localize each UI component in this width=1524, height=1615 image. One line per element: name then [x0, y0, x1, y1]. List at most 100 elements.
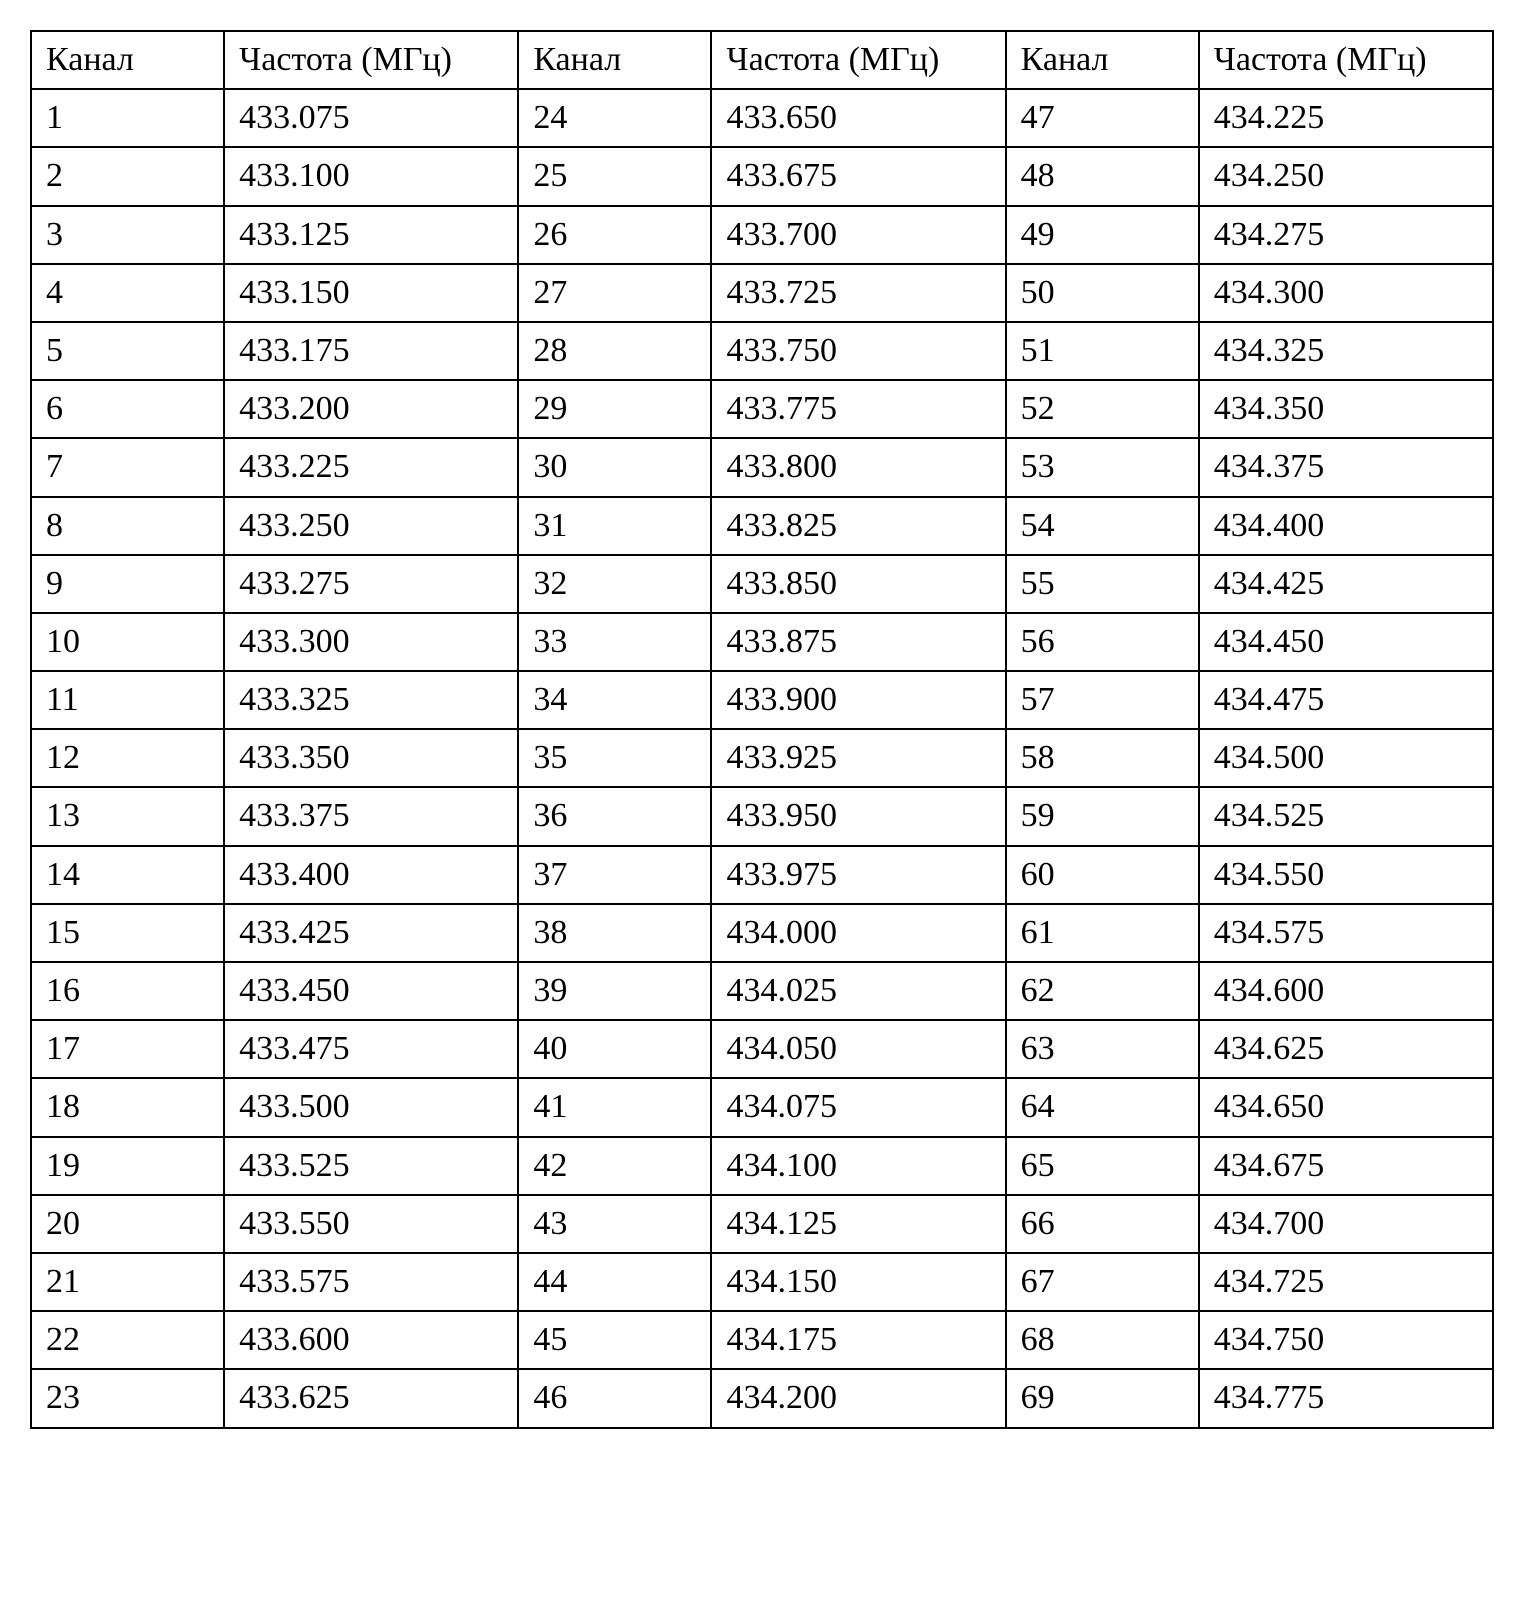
table-row: 11433.32534433.90057434.475 [31, 671, 1493, 729]
table-row: 9433.27532433.85055434.425 [31, 555, 1493, 613]
table-row: 4433.15027433.72550434.300 [31, 264, 1493, 322]
cell-frequency: 434.775 [1199, 1369, 1493, 1427]
cell-channel: 43 [518, 1195, 711, 1253]
cell-channel: 61 [1006, 904, 1199, 962]
cell-channel: 20 [31, 1195, 224, 1253]
cell-frequency: 434.050 [711, 1020, 1005, 1078]
cell-frequency: 433.850 [711, 555, 1005, 613]
cell-channel: 55 [1006, 555, 1199, 613]
table-row: 12433.35035433.92558434.500 [31, 729, 1493, 787]
cell-frequency: 433.350 [224, 729, 518, 787]
cell-frequency: 433.150 [224, 264, 518, 322]
cell-channel: 40 [518, 1020, 711, 1078]
cell-frequency: 433.100 [224, 147, 518, 205]
cell-channel: 50 [1006, 264, 1199, 322]
cell-channel: 26 [518, 206, 711, 264]
cell-channel: 21 [31, 1253, 224, 1311]
cell-frequency: 433.575 [224, 1253, 518, 1311]
cell-frequency: 433.600 [224, 1311, 518, 1369]
cell-channel: 46 [518, 1369, 711, 1427]
cell-channel: 18 [31, 1078, 224, 1136]
cell-channel: 49 [1006, 206, 1199, 264]
header-channel-3: Канал [1006, 31, 1199, 89]
cell-frequency: 434.700 [1199, 1195, 1493, 1253]
cell-frequency: 434.275 [1199, 206, 1493, 264]
cell-frequency: 434.025 [711, 962, 1005, 1020]
cell-frequency: 433.275 [224, 555, 518, 613]
table-row: 10433.30033433.87556434.450 [31, 613, 1493, 671]
cell-channel: 68 [1006, 1311, 1199, 1369]
cell-channel: 6 [31, 380, 224, 438]
cell-frequency: 434.175 [711, 1311, 1005, 1369]
cell-frequency: 434.225 [1199, 89, 1493, 147]
cell-frequency: 433.825 [711, 497, 1005, 555]
cell-channel: 48 [1006, 147, 1199, 205]
cell-channel: 23 [31, 1369, 224, 1427]
cell-channel: 10 [31, 613, 224, 671]
cell-frequency: 434.400 [1199, 497, 1493, 555]
cell-channel: 22 [31, 1311, 224, 1369]
table-row: 19433.52542434.10065434.675 [31, 1137, 1493, 1195]
cell-frequency: 434.650 [1199, 1078, 1493, 1136]
cell-channel: 60 [1006, 846, 1199, 904]
cell-channel: 37 [518, 846, 711, 904]
cell-frequency: 433.900 [711, 671, 1005, 729]
table-row: 7433.22530433.80053434.375 [31, 438, 1493, 496]
cell-frequency: 434.500 [1199, 729, 1493, 787]
table-row: 3433.12526433.70049434.275 [31, 206, 1493, 264]
cell-channel: 54 [1006, 497, 1199, 555]
cell-frequency: 433.975 [711, 846, 1005, 904]
cell-frequency: 434.600 [1199, 962, 1493, 1020]
cell-frequency: 434.525 [1199, 787, 1493, 845]
cell-frequency: 434.750 [1199, 1311, 1493, 1369]
cell-channel: 39 [518, 962, 711, 1020]
cell-frequency: 433.075 [224, 89, 518, 147]
table-row: 8433.25031433.82554434.400 [31, 497, 1493, 555]
cell-frequency: 433.550 [224, 1195, 518, 1253]
cell-frequency: 433.375 [224, 787, 518, 845]
cell-channel: 34 [518, 671, 711, 729]
cell-frequency: 433.125 [224, 206, 518, 264]
cell-channel: 51 [1006, 322, 1199, 380]
cell-frequency: 433.675 [711, 147, 1005, 205]
table-row: 6433.20029433.77552434.350 [31, 380, 1493, 438]
cell-frequency: 433.300 [224, 613, 518, 671]
cell-frequency: 434.675 [1199, 1137, 1493, 1195]
cell-frequency: 433.875 [711, 613, 1005, 671]
cell-channel: 56 [1006, 613, 1199, 671]
header-frequency-2: Частота (МГц) [711, 31, 1005, 89]
cell-frequency: 434.550 [1199, 846, 1493, 904]
cell-channel: 38 [518, 904, 711, 962]
table-row: 22433.60045434.17568434.750 [31, 1311, 1493, 1369]
cell-channel: 41 [518, 1078, 711, 1136]
table-row: 17433.47540434.05063434.625 [31, 1020, 1493, 1078]
cell-channel: 47 [1006, 89, 1199, 147]
cell-channel: 31 [518, 497, 711, 555]
cell-channel: 45 [518, 1311, 711, 1369]
cell-channel: 58 [1006, 729, 1199, 787]
cell-channel: 8 [31, 497, 224, 555]
table-row: 16433.45039434.02562434.600 [31, 962, 1493, 1020]
cell-frequency: 433.525 [224, 1137, 518, 1195]
cell-frequency: 434.425 [1199, 555, 1493, 613]
cell-channel: 36 [518, 787, 711, 845]
cell-channel: 57 [1006, 671, 1199, 729]
cell-frequency: 433.225 [224, 438, 518, 496]
cell-channel: 33 [518, 613, 711, 671]
cell-channel: 16 [31, 962, 224, 1020]
cell-channel: 15 [31, 904, 224, 962]
cell-frequency: 434.200 [711, 1369, 1005, 1427]
cell-frequency: 433.325 [224, 671, 518, 729]
cell-channel: 66 [1006, 1195, 1199, 1253]
cell-channel: 14 [31, 846, 224, 904]
cell-channel: 19 [31, 1137, 224, 1195]
cell-channel: 2 [31, 147, 224, 205]
cell-channel: 1 [31, 89, 224, 147]
table-row: 5433.17528433.75051434.325 [31, 322, 1493, 380]
cell-frequency: 434.725 [1199, 1253, 1493, 1311]
cell-channel: 13 [31, 787, 224, 845]
table-row: 1433.07524433.65047434.225 [31, 89, 1493, 147]
cell-frequency: 434.100 [711, 1137, 1005, 1195]
cell-frequency: 434.250 [1199, 147, 1493, 205]
table-row: 13433.37536433.95059434.525 [31, 787, 1493, 845]
